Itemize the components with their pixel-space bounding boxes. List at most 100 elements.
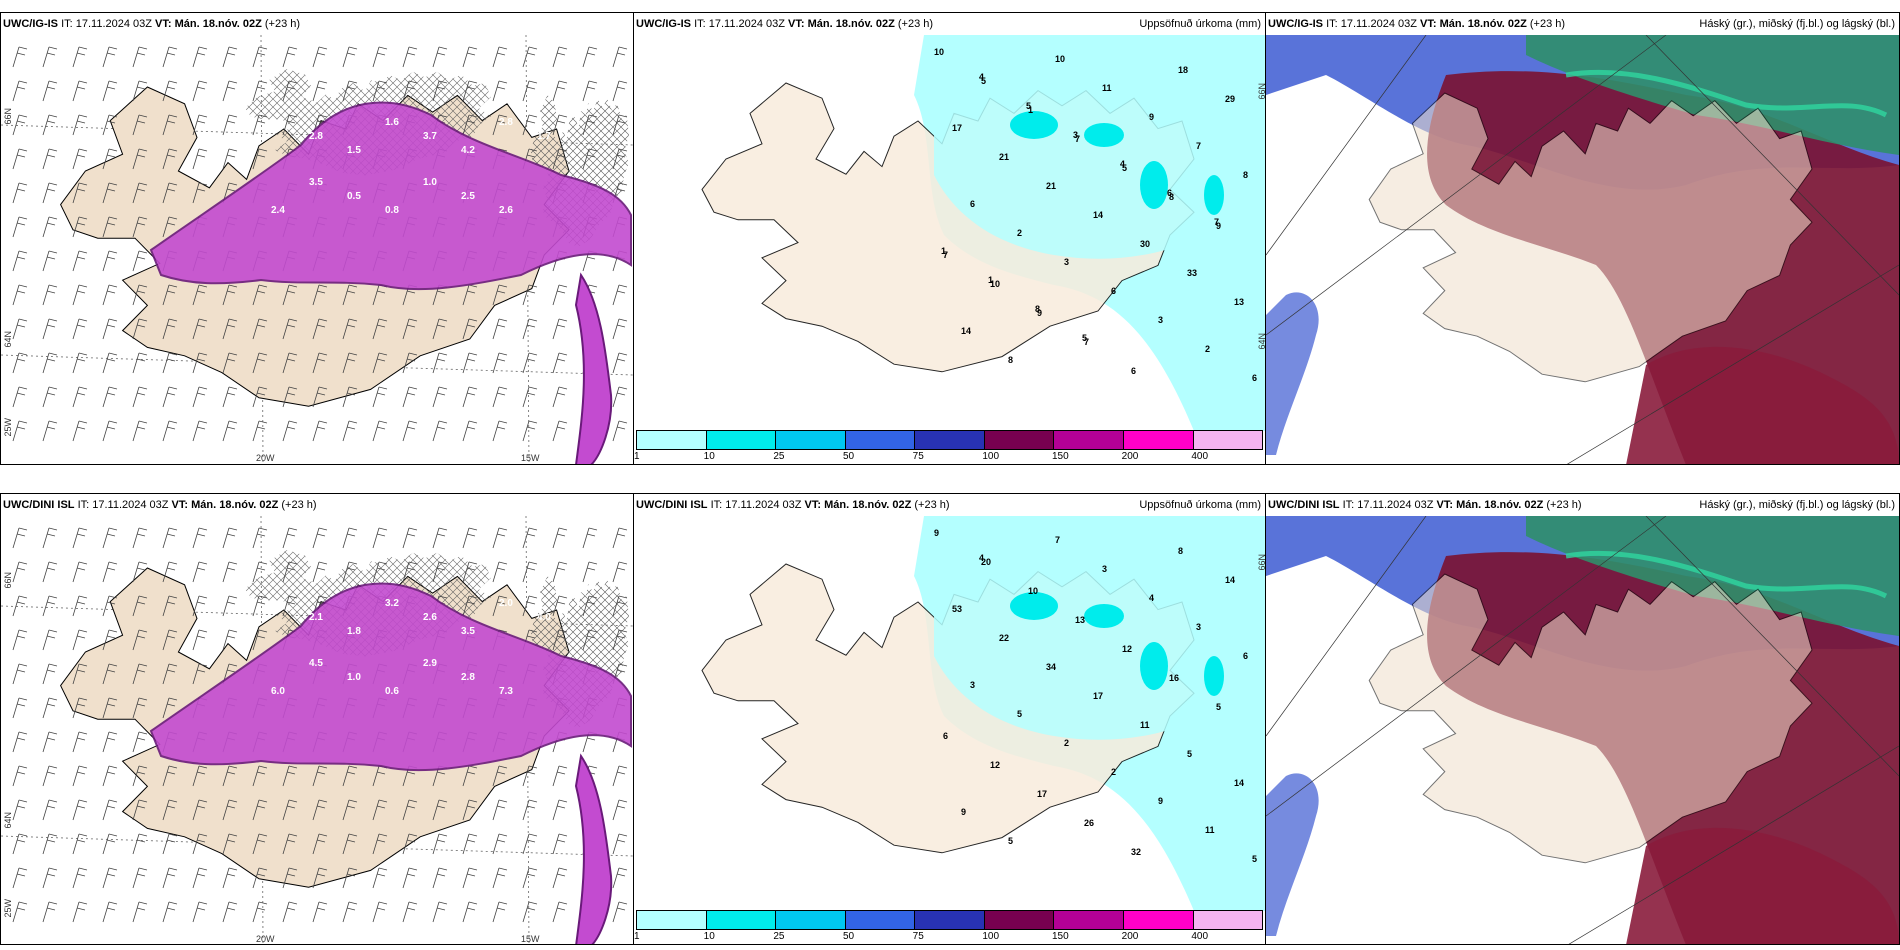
wind-barb	[192, 284, 208, 306]
snow-value-label: 4.5	[309, 658, 323, 669]
colorbar-cell	[776, 911, 846, 929]
wind-barb	[252, 318, 268, 340]
wind-barb	[252, 46, 268, 68]
wind-barb	[102, 250, 118, 272]
wind-barb	[402, 420, 418, 442]
wind-barb	[522, 114, 538, 136]
wind-barb	[42, 697, 58, 719]
precip-value-label: 6	[1111, 286, 1116, 296]
wind-barb	[252, 629, 268, 651]
wind-barb	[42, 629, 58, 651]
wind-barb	[432, 561, 448, 583]
wind-barb	[72, 284, 88, 306]
snow-value-label: 1.0	[423, 177, 437, 188]
snow-value-label: 2.5	[271, 117, 285, 128]
snow-value-label: 2.8	[309, 131, 323, 142]
precip-value-label: 12	[990, 760, 1000, 770]
wind-barb	[162, 182, 178, 204]
wind-barb	[42, 731, 58, 753]
wind-barb	[402, 318, 418, 340]
lon-label-25: 25W	[3, 899, 13, 918]
wind-barb	[312, 561, 328, 583]
wind-barb	[72, 561, 88, 583]
wind-barb	[312, 352, 328, 374]
wind-barb	[102, 663, 118, 685]
wind-barb	[612, 833, 628, 855]
wind-barb	[192, 352, 208, 374]
wind-barb	[222, 114, 238, 136]
precip-value-label: 14	[961, 326, 971, 336]
wind-barb	[462, 595, 478, 617]
wind-barb	[582, 561, 598, 583]
wind-barb	[312, 420, 328, 442]
wind-barb	[342, 386, 358, 408]
precip-value-label: 3	[1196, 622, 1201, 632]
map-area[interactable]: 10 5 1 7 5 8 9 7 10 9 7 6 18 29 17 21 21 14 30 33 13 14 8 10 11 9…	[634, 35, 1265, 431]
precip-value-label: 17	[1093, 691, 1103, 701]
precip-value-label: 2	[1111, 767, 1116, 777]
wind-barb	[372, 46, 388, 68]
wind-barb	[492, 318, 508, 340]
mid-cloud-area	[1626, 827, 1899, 944]
precip-value-label: 9	[934, 528, 939, 538]
snow-value-label: 3.5	[309, 177, 323, 188]
wind-barb	[342, 867, 358, 889]
wind-barb	[12, 901, 28, 923]
wind-barb	[102, 527, 118, 549]
snow-value-label: 1.0	[347, 672, 361, 683]
colorbar-cell	[1193, 911, 1263, 929]
precip-cell	[1204, 656, 1224, 696]
wind-barb	[12, 250, 28, 272]
precip-value-label: 22	[999, 633, 1009, 643]
snow-value-label: 6.0	[271, 686, 285, 697]
wind-barb	[162, 799, 178, 821]
wind-barb	[102, 833, 118, 855]
colorbar-cell	[706, 911, 777, 929]
precip-value-label: 4	[979, 72, 984, 82]
wind-barb	[552, 46, 568, 68]
colorbar-tick-label: 10	[703, 931, 715, 942]
map-area[interactable]	[1266, 516, 1899, 944]
region-border	[1266, 516, 1427, 737]
wind-barb	[132, 901, 148, 923]
wind-barb	[522, 765, 538, 787]
precip-cell	[1204, 175, 1224, 215]
wind-barb	[102, 799, 118, 821]
wind-barb	[402, 833, 418, 855]
wind-barb	[492, 595, 508, 617]
wind-barb	[312, 46, 328, 68]
colorbar-tick-label: 100	[982, 451, 1000, 462]
colorbar-cell	[915, 911, 985, 929]
region-border	[1568, 745, 1899, 944]
map-area[interactable]: 3.7 2.1 1.8 3.2 2.6 3.5 2.0 4.0 6.0 4.5 1.0 0.6 2.9 2…	[1, 516, 633, 944]
panel-header: UWC/DINI ISL IT: 17.11.2024 03Z VT: Mán.…	[3, 499, 317, 511]
wind-barb	[612, 284, 628, 306]
map-area[interactable]: 9 20 10 13 12 16 5 6 12 17 26 32 8 14 53 22 34 17 11 5 14 9 5 7…	[634, 516, 1265, 911]
precip-cell	[1010, 592, 1058, 620]
wind-barb	[72, 386, 88, 408]
colorbar-cell	[1054, 911, 1124, 929]
wind-barb	[342, 46, 358, 68]
wind-barb	[252, 561, 268, 583]
wind-barb	[282, 318, 298, 340]
wind-barb	[192, 114, 208, 136]
wind-barb	[432, 799, 448, 821]
wind-barb	[42, 867, 58, 889]
precip-cell	[1140, 642, 1168, 690]
precip-value-label: 29	[1225, 94, 1235, 104]
map-area[interactable]: 2.5 2.8 1.5 1.6 3.7 4.2 2.8 1.7 2.4 3.5 0.5 0.8 1.0 2…	[1, 35, 633, 464]
wind-barb	[252, 799, 268, 821]
panel-ig-precip: UWC/IG-IS IT: 17.11.2024 03Z VT: Mán. 18…	[633, 12, 1266, 465]
precip-value-label: 5	[1026, 101, 1031, 111]
wind-barb	[192, 867, 208, 889]
wind-barb	[282, 527, 298, 549]
wind-barb	[102, 867, 118, 889]
wind-barb	[552, 595, 568, 617]
wind-barb	[252, 901, 268, 923]
wind-barb	[252, 80, 268, 102]
map-area[interactable]	[1266, 35, 1899, 464]
colorbar-cell	[1123, 431, 1194, 449]
wind-barb	[462, 318, 478, 340]
wind-barb	[492, 833, 508, 855]
wind-barb	[72, 799, 88, 821]
